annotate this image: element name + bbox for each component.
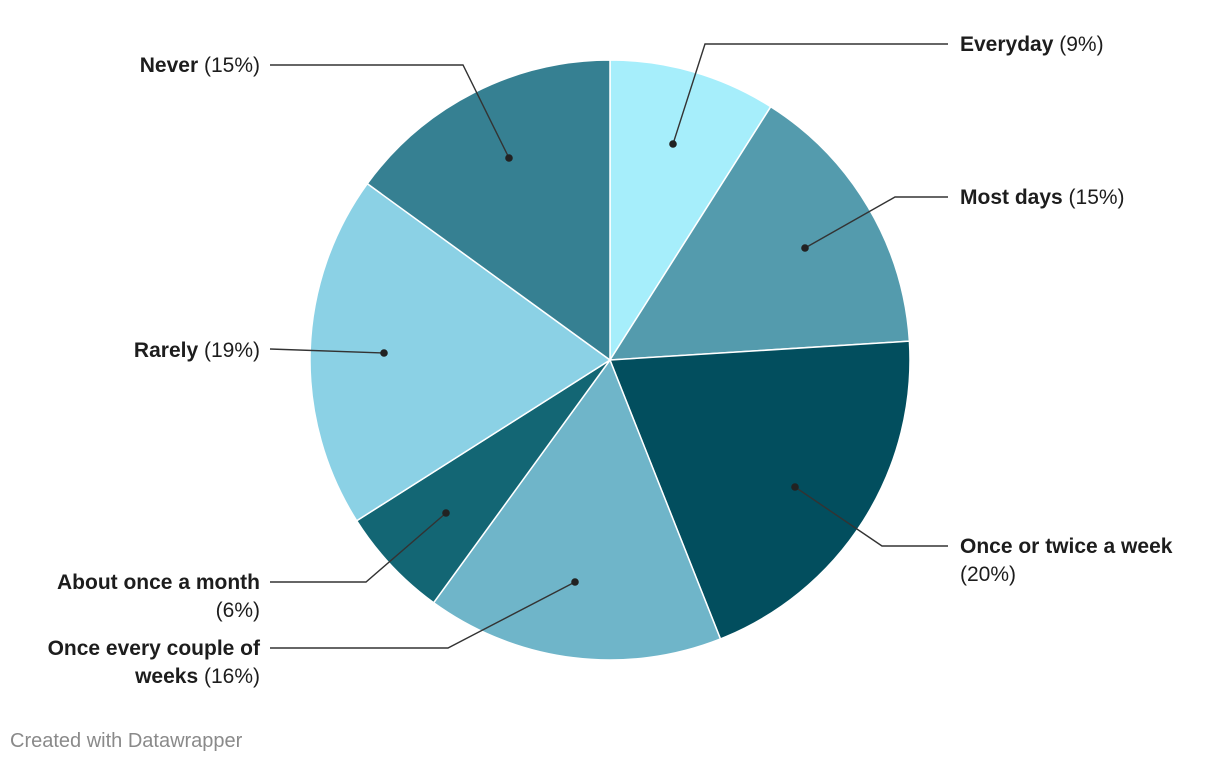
slice-label-most-days: Most days (15%) [960, 186, 1125, 209]
leader-dot-rarely [380, 349, 388, 357]
slice-pct-about-once-a-month: (6%) [216, 599, 260, 622]
slice-never [366, 59, 611, 362]
leader-dot-most-days [801, 244, 809, 252]
slice-name-about-once-a-month: About once a month [57, 571, 260, 594]
slice-pct-rarely: (19%) [198, 339, 260, 362]
leader-line-about-once-a-month [270, 512, 447, 583]
pie-slices [309, 59, 911, 661]
leader-line-most-days [804, 196, 948, 249]
slice-most-days [608, 105, 911, 361]
leader-dot-once-or-twice-a-week [791, 483, 799, 491]
slice-name-most-days: Most days [960, 186, 1063, 209]
slice-pct-once-or-twice-a-week: (20%) [960, 563, 1016, 586]
leader-line-once-or-twice-a-week [794, 486, 948, 547]
slice-name-once-every-couple-of-weeks: weeks [134, 665, 198, 688]
slice-label-once-or-twice-a-week: Once or twice a week (20%) [960, 535, 1173, 586]
slice-name-once-or-twice-a-week: Once or twice a week [960, 535, 1173, 558]
slice-once-or-twice-a-week [608, 340, 911, 640]
slice-label-about-once-a-month: About once a month (6%) [57, 571, 260, 622]
slice-label-once-every-couple-of-weeks: Once every couple of weeks (16%) [48, 637, 261, 688]
slice-pct-most-days: (15%) [1063, 186, 1125, 209]
leader-line-never [270, 64, 510, 159]
leader-dot-once-every-couple-of-weeks [571, 578, 579, 586]
slice-pct-everyday: (9%) [1053, 33, 1103, 56]
slice-name-once-every-couple-of-weeks: Once every couple of [48, 637, 261, 660]
credit-text: Created with Datawrapper [10, 730, 243, 752]
label-leaders [269, 43, 948, 649]
leader-line-once-every-couple-of-weeks [270, 581, 576, 649]
leader-dot-everyday [669, 140, 677, 148]
leader-dot-never [505, 154, 513, 162]
leader-dot-about-once-a-month [442, 509, 450, 517]
slice-pct-once-every-couple-of-weeks: (16%) [198, 665, 260, 688]
slice-label-rarely: Rarely (19%) [134, 339, 260, 362]
slice-name-rarely: Rarely [134, 339, 199, 362]
slice-pct-never: (15%) [198, 54, 260, 77]
slice-once-every-couple-of-weeks [432, 358, 722, 661]
slice-everyday [609, 59, 772, 363]
slice-name-never: Never [140, 54, 198, 77]
slice-labels: Everyday (9%) Most days (15%) Once or twic… [48, 33, 1173, 688]
slice-label-everyday: Everyday (9%) [960, 33, 1104, 56]
leader-line-rarely [269, 348, 385, 354]
slice-label-never: Never (15%) [140, 54, 260, 77]
leader-line-everyday [672, 43, 948, 145]
slice-name-everyday: Everyday [960, 33, 1054, 56]
